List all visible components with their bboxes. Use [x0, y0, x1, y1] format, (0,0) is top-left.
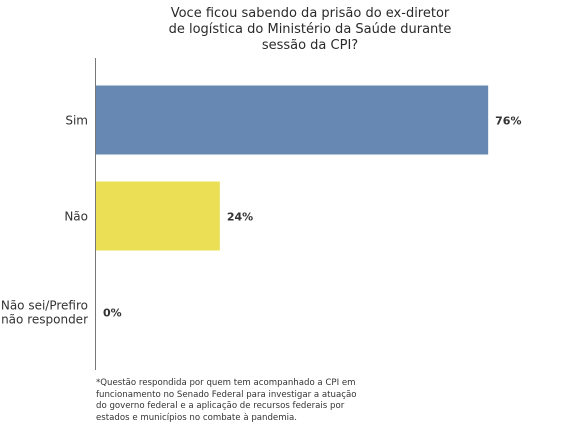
chart-title-line-1: Voce ficou sabendo da prisão do ex-diret… [170, 6, 450, 21]
footnote: *Questão respondida por quem tem acompan… [96, 378, 396, 424]
chart-title: Voce ficou sabendo da prisão do ex-diret… [150, 6, 470, 54]
data-label-2: 0% [103, 307, 122, 320]
footnote-line-2: funcionamento no Senado Federal para inv… [96, 389, 357, 400]
footnote-line-3: do governo federal e a aplicação de recu… [96, 401, 345, 412]
category-label-2-line-0: Não sei/Prefiro [1, 299, 88, 313]
data-label-0: 76% [495, 115, 521, 128]
footnote-line-1: *Questão respondida por quem tem acompan… [96, 378, 356, 388]
bar-0 [96, 85, 489, 155]
bars-layer [96, 85, 489, 251]
chart-title-line-2: de logística do Ministério da Saúde dura… [168, 22, 452, 37]
bar-1 [96, 181, 220, 251]
category-label-2-line-1: não responder [1, 313, 88, 327]
chart-title-line-3: sessão da CPI? [261, 38, 359, 53]
category-label-1-line-0: Não [64, 210, 88, 224]
footnote-line-4: estados e municípios no combate à pandem… [96, 412, 297, 423]
data-label-1: 24% [227, 211, 253, 224]
category-label-0-line-0: Sim [65, 114, 88, 128]
